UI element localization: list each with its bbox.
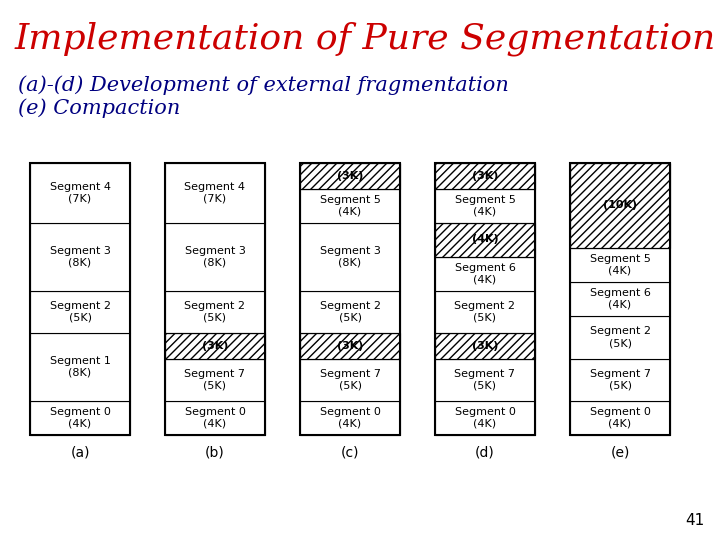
Text: Segment 0
(4K): Segment 0 (4K) [320, 407, 380, 429]
Bar [300, 333, 400, 359]
Bar [30, 163, 130, 222]
Bar [435, 163, 535, 188]
Bar [30, 222, 130, 291]
Bar [30, 401, 130, 435]
Bar [30, 291, 130, 333]
Text: (3K): (3K) [202, 341, 228, 351]
Bar [570, 163, 670, 248]
Text: (d): (d) [475, 446, 495, 460]
Bar [435, 163, 535, 435]
Bar [165, 222, 265, 291]
Bar [165, 333, 265, 359]
Text: Segment 2
(5K): Segment 2 (5K) [184, 301, 246, 322]
Bar [435, 401, 535, 435]
Bar [300, 333, 400, 359]
Text: Segment 3
(8K): Segment 3 (8K) [320, 246, 380, 267]
Text: Segment 5
(4K): Segment 5 (4K) [590, 254, 650, 276]
Text: Implementation of Pure Segmentation: Implementation of Pure Segmentation [15, 22, 716, 57]
Text: (b): (b) [205, 446, 225, 460]
Text: Segment 6
(4K): Segment 6 (4K) [454, 262, 516, 284]
Bar [570, 401, 670, 435]
Bar [300, 359, 400, 401]
Bar [435, 333, 535, 359]
Bar [435, 333, 535, 359]
Text: (3K): (3K) [472, 171, 498, 181]
Text: Segment 0
(4K): Segment 0 (4K) [50, 407, 110, 429]
Bar [570, 282, 670, 316]
Text: Segment 2
(5K): Segment 2 (5K) [590, 327, 650, 348]
Text: Segment 5
(4K): Segment 5 (4K) [454, 195, 516, 217]
Text: Segment 0
(4K): Segment 0 (4K) [184, 407, 246, 429]
Bar [300, 163, 400, 188]
Text: Segment 4
(7K): Segment 4 (7K) [184, 182, 246, 204]
Bar [435, 256, 535, 291]
Text: Segment 4
(7K): Segment 4 (7K) [50, 182, 110, 204]
Text: Segment 2
(5K): Segment 2 (5K) [320, 301, 380, 322]
Bar [570, 248, 670, 282]
Text: Segment 0
(4K): Segment 0 (4K) [590, 407, 650, 429]
Bar [300, 222, 400, 291]
Text: Segment 2
(5K): Segment 2 (5K) [50, 301, 110, 322]
Bar [300, 401, 400, 435]
Text: Segment 7
(5K): Segment 7 (5K) [590, 369, 650, 390]
Bar [165, 291, 265, 333]
Text: (a)-(d) Development of external fragmentation: (a)-(d) Development of external fragment… [18, 75, 509, 95]
Bar [300, 163, 400, 435]
Bar [570, 163, 670, 248]
Text: Segment 7
(5K): Segment 7 (5K) [320, 369, 380, 390]
Bar [435, 188, 535, 222]
Bar [570, 316, 670, 359]
Bar [435, 163, 535, 188]
Bar [435, 222, 535, 256]
Text: (e): (e) [611, 446, 630, 460]
Text: Segment 6
(4K): Segment 6 (4K) [590, 288, 650, 310]
Text: Segment 2
(5K): Segment 2 (5K) [454, 301, 516, 322]
Bar [435, 359, 535, 401]
Text: Segment 1
(8K): Segment 1 (8K) [50, 356, 110, 378]
Bar [435, 222, 535, 256]
Bar [570, 359, 670, 401]
Text: (4K): (4K) [472, 234, 498, 245]
Bar [165, 163, 265, 222]
Bar [165, 401, 265, 435]
Text: (c): (c) [341, 446, 359, 460]
Bar [165, 163, 265, 435]
Text: (e) Compaction: (e) Compaction [18, 98, 181, 118]
Text: Segment 7
(5K): Segment 7 (5K) [454, 369, 516, 390]
Text: (a): (a) [71, 446, 90, 460]
Bar [570, 163, 670, 435]
Text: Segment 7
(5K): Segment 7 (5K) [184, 369, 246, 390]
Text: Segment 3
(8K): Segment 3 (8K) [50, 246, 110, 267]
Text: (3K): (3K) [337, 171, 363, 181]
Bar [435, 291, 535, 333]
Text: (10K): (10K) [603, 200, 637, 211]
Bar [165, 333, 265, 359]
Bar [300, 188, 400, 222]
Text: Segment 3
(8K): Segment 3 (8K) [184, 246, 246, 267]
Text: (3K): (3K) [337, 341, 363, 351]
Bar [30, 333, 130, 401]
Text: (3K): (3K) [472, 341, 498, 351]
Bar [165, 359, 265, 401]
Text: 41: 41 [685, 513, 705, 528]
Text: Segment 0
(4K): Segment 0 (4K) [454, 407, 516, 429]
Bar [300, 163, 400, 188]
Text: Segment 5
(4K): Segment 5 (4K) [320, 195, 380, 217]
Bar [30, 163, 130, 435]
Bar [300, 291, 400, 333]
